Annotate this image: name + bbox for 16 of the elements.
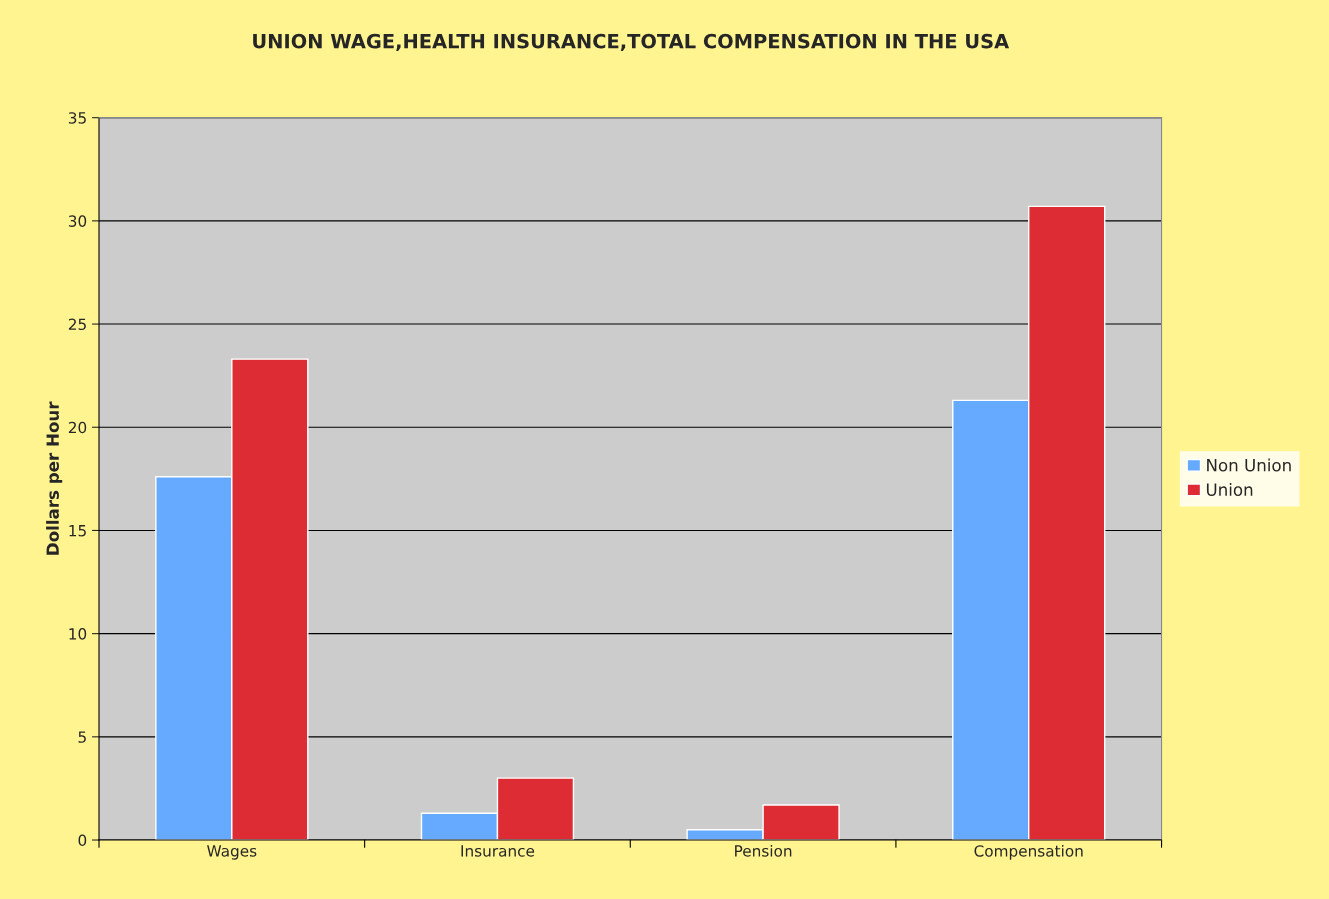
y-tick-label: 25 [68, 318, 86, 331]
y-tick-label: 20 [68, 421, 87, 434]
y-tick-label: 0 [78, 834, 87, 847]
legend-label: Union [1206, 483, 1253, 496]
y-tick-label: 35 [68, 112, 86, 124]
legend-label: Non Union [1207, 458, 1291, 472]
x-tick-label: Compensation [974, 844, 1083, 860]
y-tick-label: 30 [68, 215, 87, 227]
y-axis-title: Dollars per Hour [46, 401, 63, 555]
y-tick-label: 10 [69, 628, 87, 640]
x-tick-label: Pension [735, 844, 792, 857]
x-tick-label: Wages [207, 845, 257, 860]
x-tick-label: Insurance [461, 845, 535, 857]
chart-title: UNION WAGE,HEALTH INSURANCE,TOTAL COMPENSATION IN THE USA [253, 33, 1010, 51]
y-tick-label: 5 [78, 731, 86, 743]
y-tick-label: 15 [69, 525, 86, 537]
